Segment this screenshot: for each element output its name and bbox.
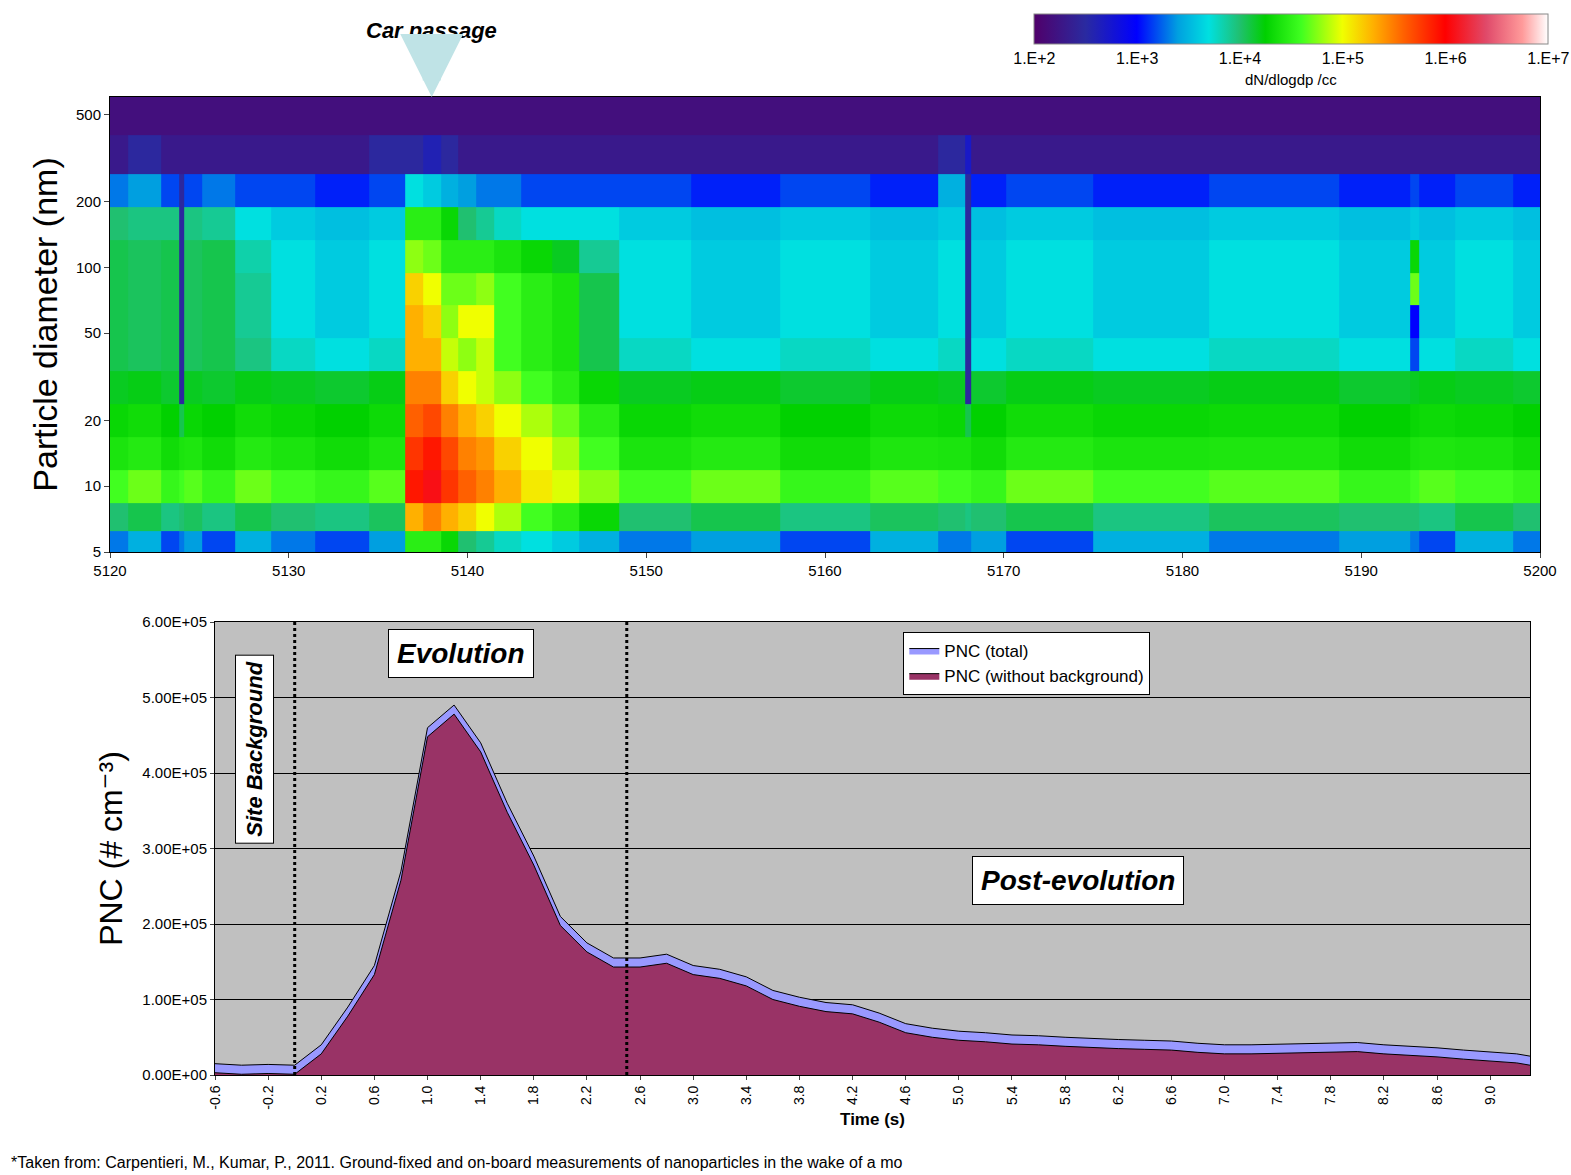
svg-text:5170: 5170 [987,562,1020,579]
svg-text:PNC (without background): PNC (without background) [944,667,1143,686]
svg-text:1.4: 1.4 [472,1085,488,1105]
svg-text:5.4: 5.4 [1004,1085,1020,1105]
svg-text:1.8: 1.8 [525,1085,541,1105]
svg-text:3.00E+05: 3.00E+05 [142,840,207,857]
svg-text:6.2: 6.2 [1110,1085,1126,1105]
svg-text:100: 100 [76,259,101,276]
svg-text:8.6: 8.6 [1429,1085,1445,1105]
svg-text:4.00E+05: 4.00E+05 [142,764,207,781]
svg-text:1.E+7: 1.E+7 [1527,50,1569,67]
svg-text:7.0: 7.0 [1216,1085,1232,1105]
svg-text:1.E+4: 1.E+4 [1219,50,1261,67]
svg-text:4.6: 4.6 [897,1085,913,1105]
svg-text:Car passage: Car passage [366,18,497,43]
svg-text:20: 20 [84,412,101,429]
svg-text:Post-evolution: Post-evolution [981,865,1175,896]
svg-text:2.2: 2.2 [578,1085,594,1105]
svg-text:Evolution: Evolution [397,638,525,669]
svg-text:1.E+5: 1.E+5 [1322,50,1364,67]
svg-text:50: 50 [84,324,101,341]
svg-text:1.E+3: 1.E+3 [1116,50,1158,67]
svg-text:7.8: 7.8 [1322,1085,1338,1105]
svg-text:5.00E+05: 5.00E+05 [142,689,207,706]
svg-text:1.E+6: 1.E+6 [1424,50,1466,67]
svg-text:1.E+2: 1.E+2 [1013,50,1055,67]
svg-text:8.2: 8.2 [1375,1085,1391,1105]
svg-text:5160: 5160 [808,562,841,579]
svg-text:-0.2: -0.2 [260,1085,276,1109]
svg-text:5.8: 5.8 [1057,1085,1073,1105]
svg-text:10: 10 [84,477,101,494]
svg-text:dN/dlogdp /cc: dN/dlogdp /cc [1245,71,1337,88]
svg-text:*Taken from: Carpentieri, M.,: *Taken from: Carpentieri, M., Kumar, P.,… [11,1154,903,1171]
svg-text:2.6: 2.6 [632,1085,648,1105]
svg-text:0.6: 0.6 [366,1085,382,1105]
svg-text:4.2: 4.2 [844,1085,860,1105]
svg-text:5150: 5150 [630,562,663,579]
svg-text:3.0: 3.0 [685,1085,701,1105]
svg-text:500: 500 [76,106,101,123]
svg-text:5130: 5130 [272,562,305,579]
svg-text:5190: 5190 [1345,562,1378,579]
svg-text:Time (s): Time (s) [840,1110,905,1129]
svg-text:3.4: 3.4 [738,1085,754,1105]
svg-text:5120: 5120 [93,562,126,579]
svg-text:0.00E+00: 0.00E+00 [142,1066,207,1083]
svg-text:5: 5 [93,543,101,560]
svg-text:5180: 5180 [1166,562,1199,579]
svg-text:Site Background: Site Background [242,661,267,836]
svg-text:Particle diameter (nm): Particle diameter (nm) [26,157,64,491]
svg-text:9.0: 9.0 [1482,1085,1498,1105]
svg-text:200: 200 [76,193,101,210]
svg-text:1.00E+05: 1.00E+05 [142,991,207,1008]
svg-text:PNC (total): PNC (total) [944,642,1028,661]
svg-text:6.00E+05: 6.00E+05 [142,613,207,630]
svg-text:1.0: 1.0 [419,1085,435,1105]
svg-text:PNC (# cm⁻³): PNC (# cm⁻³) [93,751,129,946]
svg-text:7.4: 7.4 [1269,1085,1285,1105]
svg-text:3.8: 3.8 [791,1085,807,1105]
svg-text:6.6: 6.6 [1163,1085,1179,1105]
svg-text:5200: 5200 [1523,562,1556,579]
svg-text:5.0: 5.0 [950,1085,966,1105]
svg-text:0.2: 0.2 [313,1085,329,1105]
svg-text:-0.6: -0.6 [207,1085,223,1109]
svg-text:2.00E+05: 2.00E+05 [142,915,207,932]
svg-text:5140: 5140 [451,562,484,579]
